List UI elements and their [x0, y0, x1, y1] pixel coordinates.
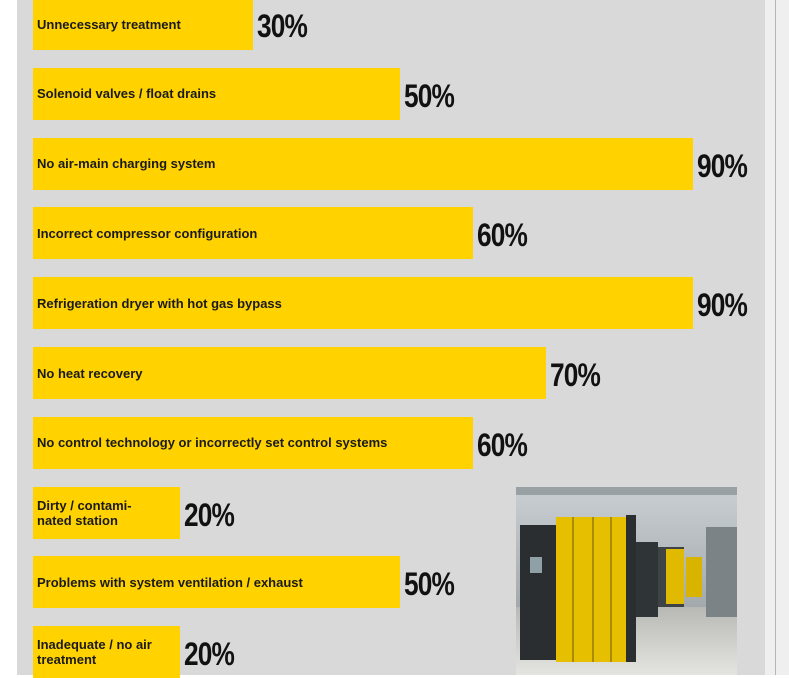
- category-label: Inadequate / no air treatment: [37, 637, 152, 668]
- category-label: Refrigeration dryer with hot gas bypass: [37, 295, 282, 311]
- category-label: Solenoid valves / float drains: [37, 86, 217, 102]
- bar: [33, 556, 400, 609]
- bar: [33, 626, 180, 678]
- category-label: Problems with system ventilation / exhau…: [37, 574, 303, 590]
- value-label: 50%: [403, 77, 455, 114]
- side-strip: [765, 0, 789, 675]
- category-label: No air-main charging system: [37, 156, 216, 172]
- bar: [33, 137, 693, 190]
- value-label: 60%: [476, 426, 528, 463]
- value-label: 30%: [256, 8, 308, 44]
- bar: [33, 277, 693, 330]
- category-label: Dirty / contami- nated station: [37, 497, 132, 528]
- compressor-photo: [516, 487, 737, 675]
- bar: [33, 67, 400, 120]
- value-label: 60%: [476, 217, 528, 254]
- category-label: Incorrect compressor configuration: [37, 225, 258, 241]
- bar: [33, 0, 253, 50]
- value-label: 20%: [183, 636, 235, 673]
- bar: [33, 486, 180, 539]
- value-label: 20%: [183, 496, 235, 533]
- category-label: No heat recovery: [37, 365, 143, 381]
- value-label: 70%: [550, 357, 601, 393]
- bar: [33, 347, 547, 399]
- value-label: 50%: [403, 566, 455, 603]
- bar: [33, 416, 473, 469]
- value-label: 90%: [696, 147, 748, 184]
- bar: [33, 207, 473, 260]
- value-label: 90%: [696, 287, 748, 324]
- divider: [775, 0, 776, 675]
- category-label: Unnecessary treatment: [37, 16, 181, 32]
- category-label: No control technology or incorrectly set…: [37, 435, 388, 451]
